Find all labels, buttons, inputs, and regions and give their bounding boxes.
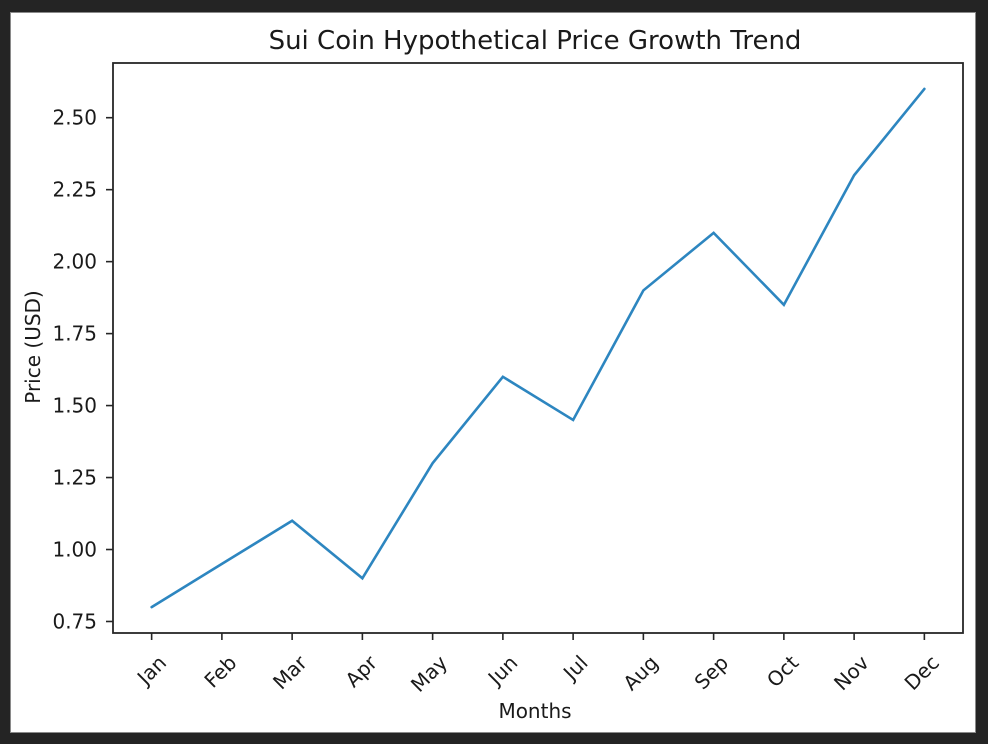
y-tick-label: 2.00 — [52, 250, 97, 274]
price-series-line — [150, 87, 926, 609]
y-tick-label: 1.75 — [52, 322, 97, 346]
figure-background — [11, 13, 975, 732]
y-tick-label: 0.75 — [52, 609, 97, 633]
chart-title: Sui Coin Hypothetical Price Growth Trend — [269, 26, 802, 56]
y-axis-label: Price (USD) — [21, 290, 45, 404]
plot-border — [112, 62, 964, 634]
y-tick-label: 1.25 — [52, 466, 97, 490]
x-axis-label: Months — [498, 699, 571, 723]
y-tick-label: 2.25 — [52, 178, 97, 202]
y-tick-label: 2.50 — [52, 106, 97, 130]
y-tick-label: 1.00 — [52, 538, 97, 562]
chart-figure-window: 0.75 1.00 1.25 1.50 1.75 2.00 2.25 2.50 Jan Feb Ma… — [10, 12, 976, 733]
y-tick-label: 1.50 — [52, 394, 97, 418]
